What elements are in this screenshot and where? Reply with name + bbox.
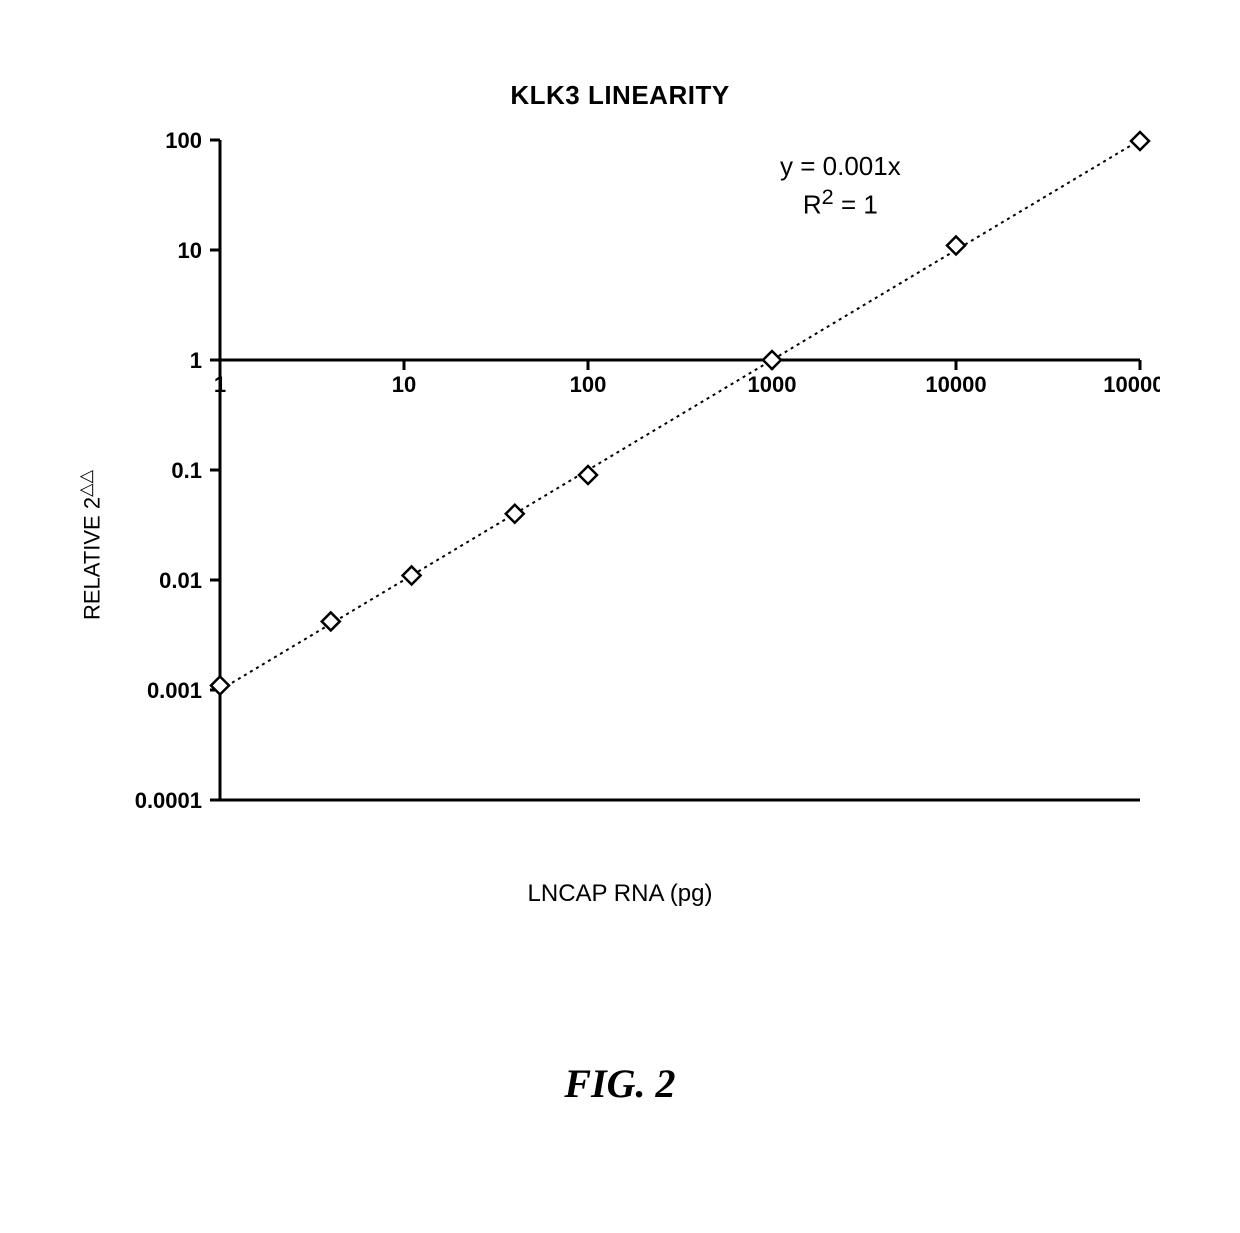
y-tick-label: 100 [165,128,202,153]
x-tick-label: 100000 [1103,372,1160,397]
x-tick-label: 10 [392,372,416,397]
x-tick-label: 100 [570,372,607,397]
x-axis-label: LNCAP RNA (pg) [0,880,1240,908]
y-tick-label: 0.0001 [135,788,202,813]
chart-title: KLK3 LINEARITY [0,80,1240,111]
chart-area: 1 10 100 1000 10000 100000 0.0001 0.001 0.01 0.1 1… [60,120,1160,880]
chart-svg: 1 10 100 1000 10000 100000 0.0001 0.001 0.01 0.1 1… [60,120,1160,860]
regression-line [220,140,1140,690]
regression-annotation: y = 0.001xR2 = 1 [780,150,901,221]
page-container: KLK3 LINEARITY 1 10 100 1000 10000 100000 0.00… [0,0,1240,1233]
rsquared-line: R2 = 1 [780,183,901,221]
equation-line: y = 0.001x [780,150,901,183]
data-marker [211,676,229,694]
figure-caption: FIG. 2 [0,1060,1240,1107]
data-marker [947,236,965,254]
y-tick-label: 10 [178,238,202,263]
data-marker [403,566,421,584]
data-marker [1131,132,1149,150]
x-tick-label: 1 [214,372,226,397]
data-marker [763,351,781,369]
y-tick-label: 0.001 [147,678,202,703]
y-axis-label: RELATIVE 2△△ [75,470,105,620]
x-tick-label: 10000 [925,372,986,397]
y-tick-label: 1 [190,348,202,373]
y-tick-label: 0.1 [171,458,202,483]
data-marker [579,466,597,484]
y-tick-label: 0.01 [159,568,202,593]
x-tick-label: 1000 [748,372,797,397]
data-marker [506,505,524,523]
